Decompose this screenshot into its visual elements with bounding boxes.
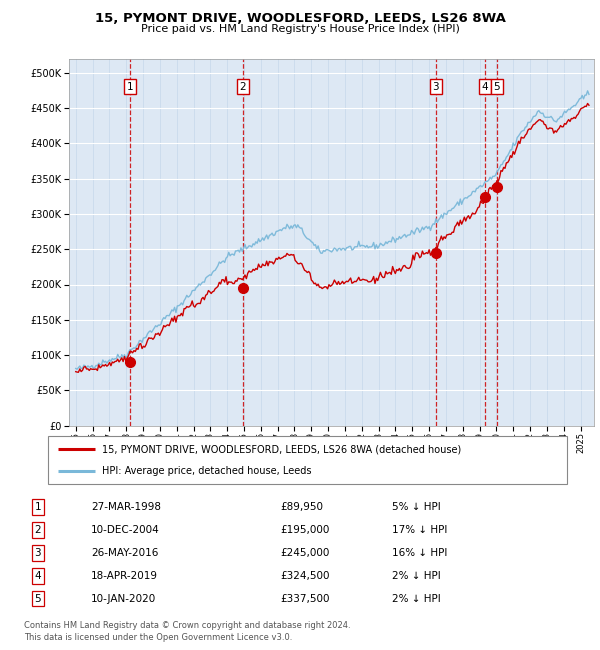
- Text: 2% ↓ HPI: 2% ↓ HPI: [392, 593, 441, 603]
- Text: 5: 5: [494, 82, 500, 92]
- Text: 10-JAN-2020: 10-JAN-2020: [91, 593, 156, 603]
- Text: 5: 5: [35, 593, 41, 603]
- Text: 27-MAR-1998: 27-MAR-1998: [91, 502, 161, 512]
- Text: 4: 4: [35, 571, 41, 580]
- Text: 2: 2: [35, 525, 41, 535]
- Text: 2% ↓ HPI: 2% ↓ HPI: [392, 571, 441, 580]
- Text: 16% ↓ HPI: 16% ↓ HPI: [392, 548, 448, 558]
- Text: 4: 4: [481, 82, 488, 92]
- Text: 1: 1: [127, 82, 134, 92]
- Text: HPI: Average price, detached house, Leeds: HPI: Average price, detached house, Leed…: [103, 465, 312, 476]
- Text: 15, PYMONT DRIVE, WOODLESFORD, LEEDS, LS26 8WA: 15, PYMONT DRIVE, WOODLESFORD, LEEDS, LS…: [95, 12, 505, 25]
- Text: 3: 3: [433, 82, 439, 92]
- Text: £89,950: £89,950: [281, 502, 323, 512]
- Text: Contains HM Land Registry data © Crown copyright and database right 2024.: Contains HM Land Registry data © Crown c…: [24, 621, 350, 630]
- Text: 2: 2: [239, 82, 247, 92]
- Text: 18-APR-2019: 18-APR-2019: [91, 571, 158, 580]
- Text: 17% ↓ HPI: 17% ↓ HPI: [392, 525, 448, 535]
- Text: 3: 3: [35, 548, 41, 558]
- Text: £245,000: £245,000: [281, 548, 330, 558]
- Text: £195,000: £195,000: [281, 525, 330, 535]
- Text: £324,500: £324,500: [281, 571, 330, 580]
- Text: 10-DEC-2004: 10-DEC-2004: [91, 525, 160, 535]
- Text: 26-MAY-2016: 26-MAY-2016: [91, 548, 158, 558]
- Text: £337,500: £337,500: [281, 593, 330, 603]
- Text: Price paid vs. HM Land Registry's House Price Index (HPI): Price paid vs. HM Land Registry's House …: [140, 24, 460, 34]
- Text: 5% ↓ HPI: 5% ↓ HPI: [392, 502, 441, 512]
- Text: This data is licensed under the Open Government Licence v3.0.: This data is licensed under the Open Gov…: [24, 633, 292, 642]
- Text: 15, PYMONT DRIVE, WOODLESFORD, LEEDS, LS26 8WA (detached house): 15, PYMONT DRIVE, WOODLESFORD, LEEDS, LS…: [103, 444, 462, 454]
- Text: 1: 1: [35, 502, 41, 512]
- FancyBboxPatch shape: [48, 436, 567, 484]
